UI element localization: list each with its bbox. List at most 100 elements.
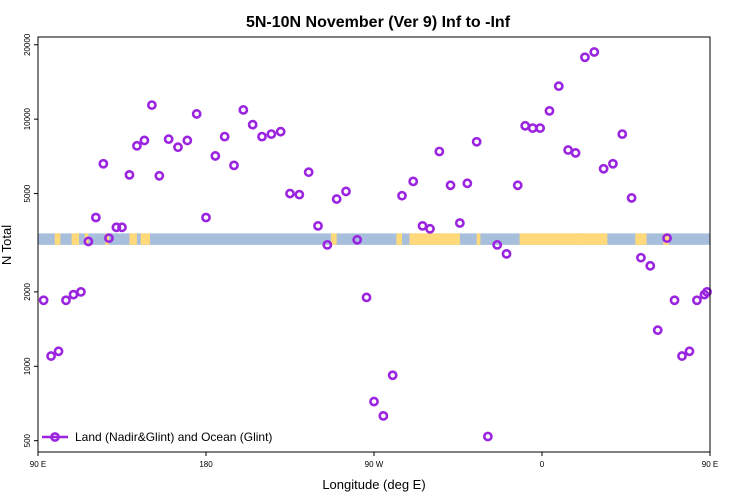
data-point: [104, 233, 114, 244]
data-point: [454, 218, 465, 228]
land-segment: [71, 233, 80, 245]
land-segment: [476, 233, 481, 245]
data-point: [580, 52, 590, 63]
y-tick-label: 2000: [23, 282, 32, 300]
data-point: [68, 289, 79, 300]
data-point: [210, 151, 221, 161]
land-segment: [409, 233, 460, 245]
y-tick-label: 1000: [23, 357, 32, 375]
y-tick-label: 500: [23, 433, 32, 447]
data-point: [313, 220, 323, 231]
data-point: [471, 136, 482, 147]
data-point: [677, 351, 687, 361]
data-point: [598, 163, 609, 174]
data-point: [417, 220, 428, 231]
x-tick-label: 180: [199, 460, 213, 469]
land-segment: [396, 233, 402, 245]
data-point: [369, 396, 379, 407]
data-point: [535, 123, 546, 134]
data-point: [98, 158, 109, 169]
land-ocean-band: [38, 233, 710, 245]
data-point: [378, 410, 389, 421]
data-point: [191, 109, 202, 119]
legend-marker-swatch: [50, 432, 60, 442]
land-segment: [140, 233, 150, 245]
data-point: [117, 222, 127, 233]
data-point: [501, 248, 512, 259]
y-axis-label: N Total: [0, 225, 14, 265]
data-point: [425, 223, 435, 234]
data-point: [139, 135, 150, 146]
x-tick-label: 90 E: [702, 460, 718, 469]
data-point: [229, 160, 239, 171]
data-point: [76, 286, 86, 297]
x-tick-label: 90 E: [30, 460, 46, 469]
y-tick-label: 5000: [23, 184, 32, 202]
data-point: [83, 236, 94, 247]
data-point: [617, 129, 628, 140]
data-point: [90, 212, 101, 223]
data-point: [257, 131, 267, 142]
land-segment: [598, 233, 608, 245]
data-point: [361, 292, 372, 303]
data-point: [626, 193, 637, 203]
data-point: [163, 134, 174, 145]
data-point: [482, 431, 493, 442]
data-point: [173, 142, 183, 153]
data-point: [61, 295, 71, 306]
data-point: [331, 194, 342, 204]
data-point: [294, 189, 305, 200]
data-point: [692, 295, 702, 306]
data-point: [512, 180, 523, 191]
data-point: [132, 140, 142, 151]
data-point: [352, 234, 363, 245]
data-point: [445, 180, 456, 191]
data-point: [492, 239, 503, 250]
data-point: [570, 148, 581, 158]
data-point: [563, 145, 574, 155]
data-point: [520, 120, 531, 131]
legend-label: Land (Nadir&Glint) and Ocean (Glint): [75, 430, 272, 444]
land-segment: [577, 233, 584, 245]
data-point: [387, 370, 398, 381]
land-segment: [331, 233, 337, 245]
ocean-band: [38, 233, 710, 245]
data-point: [38, 295, 49, 306]
y-tick-label: 20000: [23, 33, 32, 56]
data-point: [247, 119, 258, 130]
data-point: [652, 325, 663, 336]
data-point: [608, 158, 618, 169]
legend: Land (Nadir&Glint) and Ocean (Glint): [42, 430, 272, 444]
data-point: [702, 286, 712, 297]
data-point: [397, 190, 407, 201]
land-segment: [635, 233, 647, 245]
land-segment: [129, 233, 137, 245]
chart-title: 5N-10N November (Ver 9) Inf to -Inf: [246, 14, 511, 31]
x-axis-label: Longitude (deg E): [322, 477, 425, 492]
data-point: [322, 239, 333, 250]
data-point: [46, 351, 56, 361]
data-point: [684, 346, 695, 357]
data-point: [669, 295, 680, 306]
data-point: [462, 178, 473, 189]
data-point: [219, 131, 230, 142]
data-point: [303, 167, 314, 178]
data-point: [146, 100, 157, 110]
data-point: [154, 170, 165, 181]
data-point: [266, 129, 277, 140]
data-point: [636, 252, 646, 263]
data-point: [275, 126, 286, 137]
data-point: [589, 47, 600, 57]
data-points: [38, 47, 712, 442]
x-tick-label: 0: [540, 460, 545, 469]
data-point: [285, 188, 295, 199]
data-point: [238, 105, 249, 115]
data-point: [645, 260, 656, 271]
land-segment: [519, 233, 598, 245]
x-tick-label: 90 W: [365, 460, 384, 469]
data-point: [53, 346, 64, 357]
data-point: [341, 186, 351, 197]
land-segment: [54, 233, 61, 245]
x-axis: 90 E 180 90 W 0 90 E: [30, 452, 718, 469]
